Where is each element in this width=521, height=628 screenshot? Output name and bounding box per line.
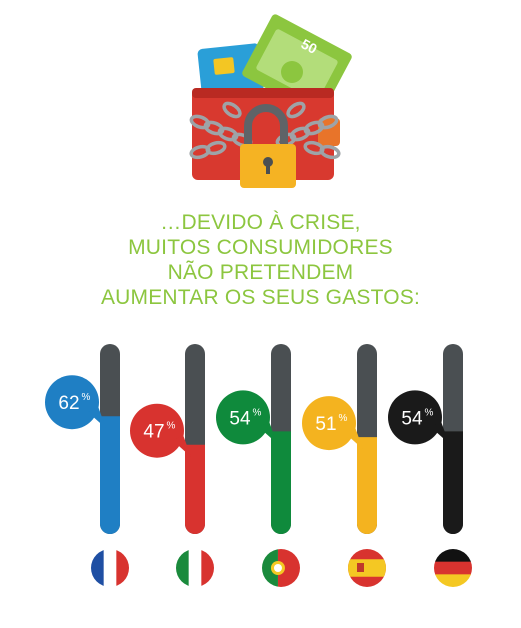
bubble-tail-germany (431, 421, 449, 444)
value-label-spain: 51 (315, 414, 336, 435)
value-unit-germany: % (425, 407, 434, 418)
bar-spain (357, 437, 377, 534)
bubble-circle-italy (130, 403, 184, 458)
headline-line-2: MUITOS CONSUMIDORES (128, 236, 393, 259)
consumer-spending-chart: 62 %47% 54 %51% 54% (45, 344, 472, 587)
value-label-france: 62 (58, 393, 79, 414)
wallet-lock-illustration: 50 (189, 14, 352, 188)
headline-line-4: AUMENTAR OS SEUS GASTOS: (100, 286, 421, 309)
value-unit-italy: % (167, 421, 176, 432)
bubble-tail-spain (345, 427, 363, 450)
bar-france (100, 416, 120, 534)
value-unit-france: % (82, 392, 91, 403)
banknote-value: 50 (299, 36, 320, 58)
value-bubble-france: 62% (45, 375, 106, 430)
bar-germany (443, 431, 463, 534)
bubble-circle-france (45, 375, 99, 430)
bubble-circle-spain (302, 396, 356, 451)
headline: …DEVIDO À CRISE, MUITOS CONSUMIDORES NÃO… (0, 210, 521, 310)
france-flag-icon (91, 549, 129, 587)
portugal-flag-icon (262, 549, 300, 587)
value-bubble-portugal: 54% (216, 390, 277, 445)
bubble-tail-portugal (259, 421, 277, 444)
bubble-tail-france (88, 406, 106, 429)
bubble-tail-italy (173, 434, 191, 457)
bar-portugal (271, 431, 291, 534)
value-bubble-spain: 51% (302, 396, 363, 451)
value-unit-portugal: % (253, 407, 262, 418)
value-label-italy: 47 (143, 422, 164, 443)
bar-italy (185, 444, 205, 534)
value-label-germany: 54 (401, 408, 423, 429)
value-bubble-italy: 47% (130, 403, 191, 458)
value-unit-spain: % (339, 413, 348, 424)
value-label-portugal: 54 (229, 408, 251, 429)
italy-flag-icon (176, 549, 214, 587)
padlock-icon (240, 104, 296, 188)
bubble-circle-portugal (216, 390, 270, 445)
headline-line-1: …DEVIDO À CRISE, (160, 211, 361, 234)
value-bubble-germany: 54% (388, 390, 449, 445)
spain-flag-icon (348, 549, 386, 587)
headline-line-3: NÃO PRETENDEM (167, 261, 354, 284)
germany-flag-icon (434, 549, 472, 587)
bubble-circle-germany (388, 390, 442, 445)
chain-icon (189, 101, 341, 160)
